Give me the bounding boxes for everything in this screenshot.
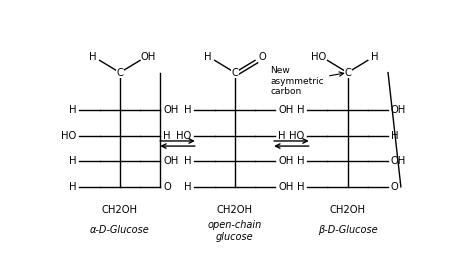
Text: H: H (371, 52, 378, 62)
Text: OH: OH (163, 156, 178, 166)
Text: H: H (89, 52, 97, 62)
Text: OH: OH (278, 105, 293, 115)
Text: CH2OH: CH2OH (329, 205, 365, 215)
Text: HO: HO (176, 131, 191, 141)
Text: open-chain
glucose: open-chain glucose (208, 220, 262, 242)
Text: H: H (69, 182, 76, 192)
Text: OH: OH (391, 105, 406, 115)
Text: β-D-Glucose: β-D-Glucose (318, 225, 377, 235)
Text: HO: HO (310, 52, 326, 62)
Text: HO: HO (61, 131, 76, 141)
Text: OH: OH (278, 182, 293, 192)
Text: CH2OH: CH2OH (102, 205, 138, 215)
Text: H: H (163, 131, 171, 141)
Text: H: H (297, 156, 304, 166)
Text: O: O (391, 182, 399, 192)
Text: O: O (163, 182, 171, 192)
Text: H: H (69, 105, 76, 115)
Text: H: H (278, 131, 286, 141)
Text: OH: OH (140, 52, 156, 62)
Text: C: C (344, 68, 351, 78)
Text: H: H (297, 105, 304, 115)
Text: H: H (184, 105, 191, 115)
Text: C: C (117, 68, 123, 78)
Text: H: H (204, 52, 212, 62)
Text: HO: HO (289, 131, 304, 141)
Text: H: H (184, 182, 191, 192)
Text: New
asymmetric
carbon: New asymmetric carbon (271, 67, 344, 96)
Text: α-D-Glucose: α-D-Glucose (90, 225, 150, 235)
Text: O: O (258, 52, 266, 62)
Text: H: H (184, 156, 191, 166)
Text: OH: OH (163, 105, 178, 115)
Text: OH: OH (391, 156, 406, 166)
Text: H: H (391, 131, 399, 141)
Text: CH2OH: CH2OH (217, 205, 253, 215)
Text: OH: OH (278, 156, 293, 166)
Text: H: H (297, 182, 304, 192)
Text: C: C (231, 68, 238, 78)
Text: H: H (69, 156, 76, 166)
